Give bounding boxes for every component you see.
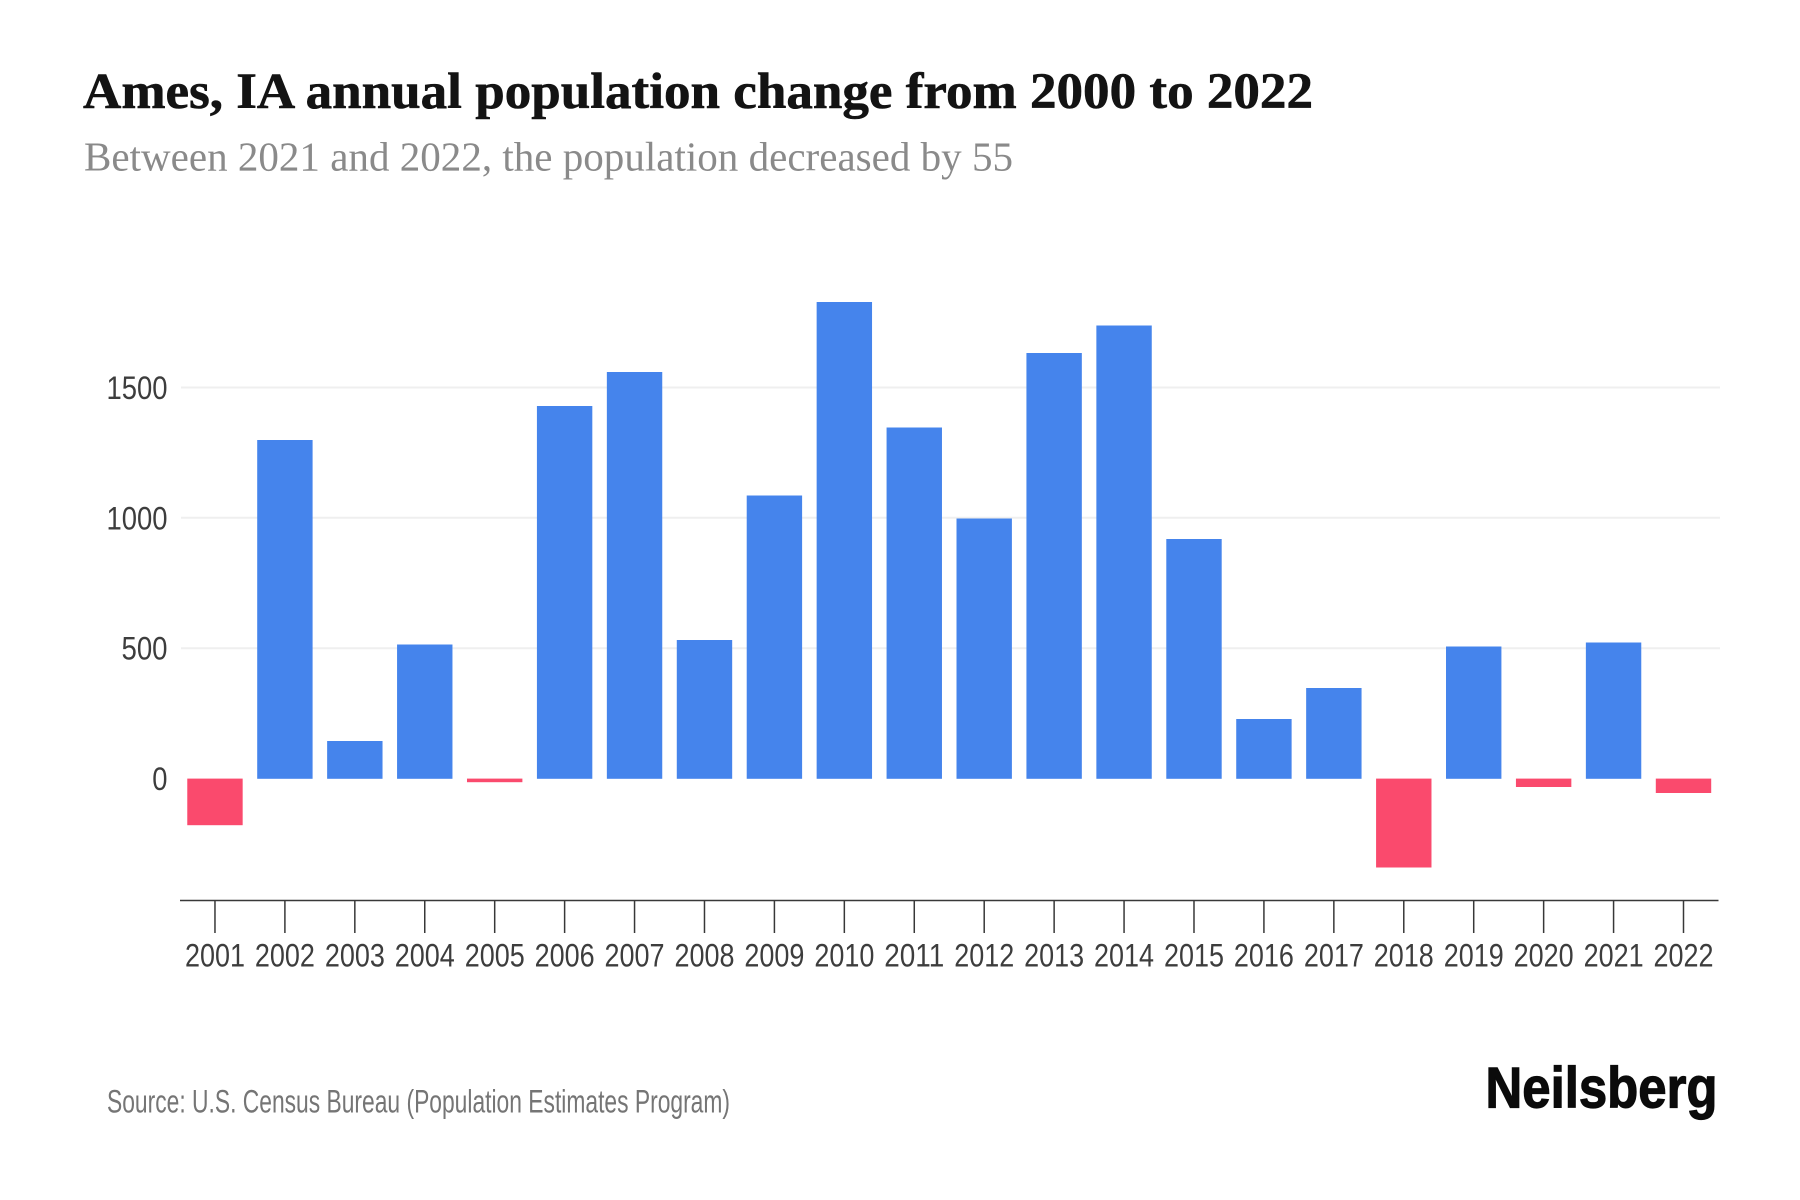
- svg-text:2002: 2002: [255, 938, 315, 974]
- svg-text:2004: 2004: [395, 938, 455, 974]
- svg-text:2013: 2013: [1024, 938, 1084, 974]
- svg-text:2010: 2010: [814, 938, 874, 974]
- svg-text:2003: 2003: [325, 938, 385, 974]
- svg-text:Neilsberg: Neilsberg: [1486, 1057, 1718, 1121]
- svg-text:2014: 2014: [1094, 938, 1154, 974]
- svg-text:2015: 2015: [1164, 938, 1224, 974]
- svg-text:2011: 2011: [884, 938, 944, 974]
- svg-text:2017: 2017: [1304, 938, 1364, 974]
- svg-text:2009: 2009: [744, 938, 804, 974]
- svg-text:2016: 2016: [1234, 938, 1294, 974]
- svg-text:1000: 1000: [107, 500, 168, 536]
- svg-text:2019: 2019: [1444, 938, 1504, 974]
- svg-text:2005: 2005: [465, 938, 525, 974]
- svg-text:2006: 2006: [535, 938, 595, 974]
- svg-text:Ames, IA annual population cha: Ames, IA annual population change from 2…: [83, 63, 1313, 119]
- svg-text:500: 500: [122, 631, 168, 667]
- svg-text:2001: 2001: [185, 938, 245, 974]
- svg-text:2018: 2018: [1374, 938, 1434, 974]
- svg-text:2012: 2012: [954, 938, 1014, 974]
- svg-text:2021: 2021: [1584, 938, 1644, 974]
- svg-text:1500: 1500: [107, 370, 168, 406]
- svg-text:2020: 2020: [1514, 938, 1574, 974]
- svg-text:2022: 2022: [1654, 938, 1714, 974]
- svg-text:Between 2021 and 2022, the pop: Between 2021 and 2022, the population de…: [84, 134, 1013, 180]
- svg-text:0: 0: [152, 761, 167, 797]
- svg-text:2008: 2008: [674, 938, 734, 974]
- svg-text:Source: U.S. Census Bureau (Po: Source: U.S. Census Bureau (Population E…: [107, 1084, 730, 1120]
- svg-text:2007: 2007: [605, 938, 665, 974]
